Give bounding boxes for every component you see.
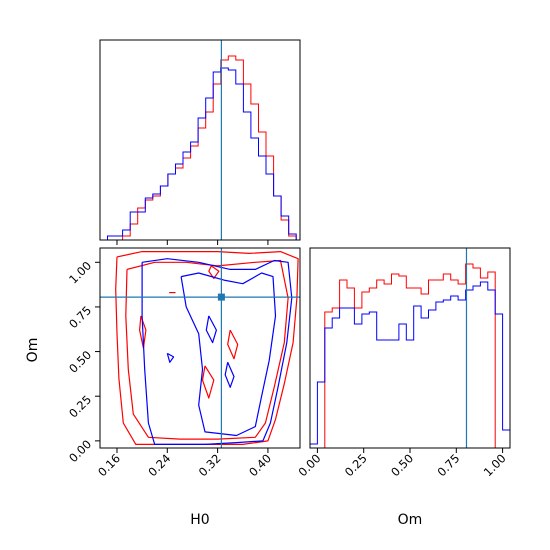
x-tick-label: 1.00	[481, 451, 509, 479]
axis-ticks: 0.16 0.24 0.32 0.40 0.00 0.25 0.50 0.75 1.00 0.00…	[66, 240, 509, 479]
contour-plot-area	[100, 248, 300, 448]
contour-line-blue	[224, 362, 235, 388]
y-tick-label: 1.00	[66, 259, 94, 287]
contour-line-blue	[166, 352, 175, 363]
contour-line-red	[227, 329, 239, 360]
h0-om-contour-panel	[99, 247, 301, 449]
x-tick-label: 0.40	[246, 451, 274, 479]
y-axis-label-om: Om	[25, 338, 41, 363]
h0-histogram-plot-area	[100, 40, 300, 241]
x-tick-label: 0.75	[434, 451, 462, 479]
y-tick-label: 0.25	[66, 392, 94, 420]
histogram-line-blue	[100, 67, 300, 241]
x-tick-label: 0.24	[145, 451, 173, 479]
contour-line-blue	[141, 258, 293, 445]
contour-line-red	[115, 251, 299, 445]
x-tick-label: 0.32	[196, 451, 224, 479]
contour-line-red	[125, 259, 289, 440]
x-tick-label: 0.16	[95, 451, 123, 479]
contour-frame	[99, 247, 301, 449]
x-tick-label: 0.25	[342, 451, 370, 479]
om-marginal-panel	[309, 247, 511, 449]
om-histogram-plot-area	[310, 248, 510, 449]
y-tick-label: 0.00	[66, 437, 94, 465]
histogram-line-blue	[310, 281, 510, 445]
h0-marginal-panel	[99, 39, 301, 241]
y-tick-label: 0.75	[66, 303, 94, 331]
x-tick-label: 0.00	[296, 451, 324, 479]
contour-line-red	[201, 365, 215, 399]
truth-marker	[217, 293, 225, 301]
contour-line-blue	[180, 272, 277, 437]
x-axis-label-om: Om	[398, 512, 423, 528]
contour-line-red	[208, 265, 220, 279]
histogram-line-red	[100, 55, 300, 241]
y-tick-label: 0.50	[66, 348, 94, 376]
x-axis-label-h0: H0	[190, 512, 209, 528]
x-tick-label: 0.50	[388, 451, 416, 479]
contour-line-blue	[205, 315, 217, 344]
histogram-line-red	[310, 263, 510, 449]
h0-histogram-frame	[99, 39, 301, 241]
